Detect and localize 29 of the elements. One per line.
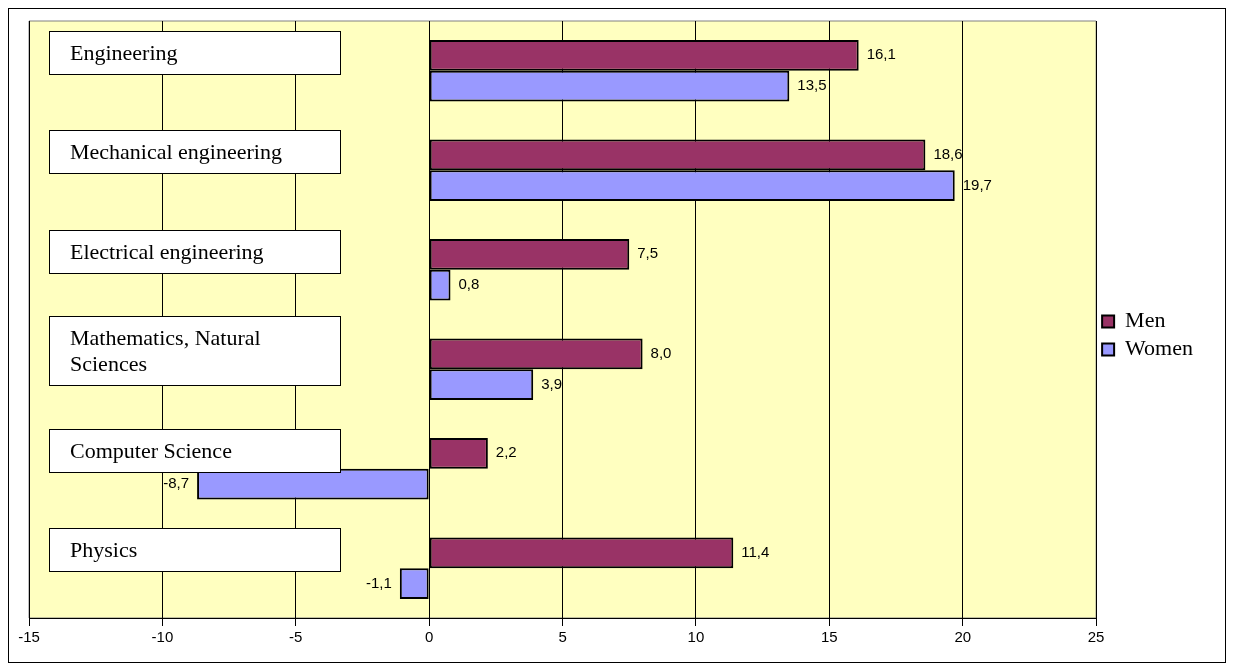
- x-tick-label: 5: [558, 628, 567, 646]
- data-label: 18,6: [933, 144, 963, 162]
- label-box: Electrical engineering: [49, 229, 341, 274]
- legend-label: Men: [1125, 307, 1166, 333]
- x-tick-label: 25: [1087, 628, 1105, 646]
- label-box: Mathematics, Natural Sciences: [49, 316, 341, 387]
- label-box: Physics: [49, 528, 341, 573]
- label-box: Engineering: [49, 30, 341, 75]
- data-label: 3,9: [541, 374, 563, 392]
- x-tick-label: -15: [18, 628, 40, 646]
- data-label: 7,5: [637, 244, 659, 262]
- x-tick-label: -5: [289, 628, 303, 646]
- data-label: 0,8: [458, 275, 480, 293]
- data-label: -8,7: [163, 474, 190, 492]
- data-label: 16,1: [866, 45, 896, 63]
- data-label: 19,7: [962, 175, 992, 193]
- x-tick-label: -10: [151, 628, 174, 646]
- data-label: 11,4: [741, 542, 770, 560]
- x-tick-label: 15: [821, 628, 838, 646]
- data-label: 8,0: [650, 343, 672, 361]
- data-label: 2,2: [495, 443, 517, 461]
- legend-label: Women: [1125, 335, 1194, 361]
- data-label: -1,1: [365, 573, 392, 591]
- label-box: Computer Science: [49, 428, 341, 473]
- x-tick-label: 20: [954, 628, 972, 646]
- data-label: 13,5: [797, 76, 827, 94]
- label-box: Mechanical engineering: [49, 130, 341, 175]
- x-tick-label: 0: [425, 628, 434, 646]
- x-tick-label: 10: [687, 628, 705, 646]
